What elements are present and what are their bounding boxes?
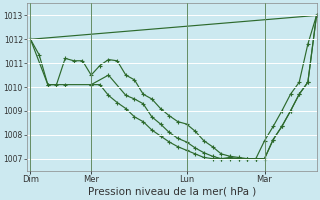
X-axis label: Pression niveau de la mer( hPa ): Pression niveau de la mer( hPa )	[88, 187, 256, 197]
